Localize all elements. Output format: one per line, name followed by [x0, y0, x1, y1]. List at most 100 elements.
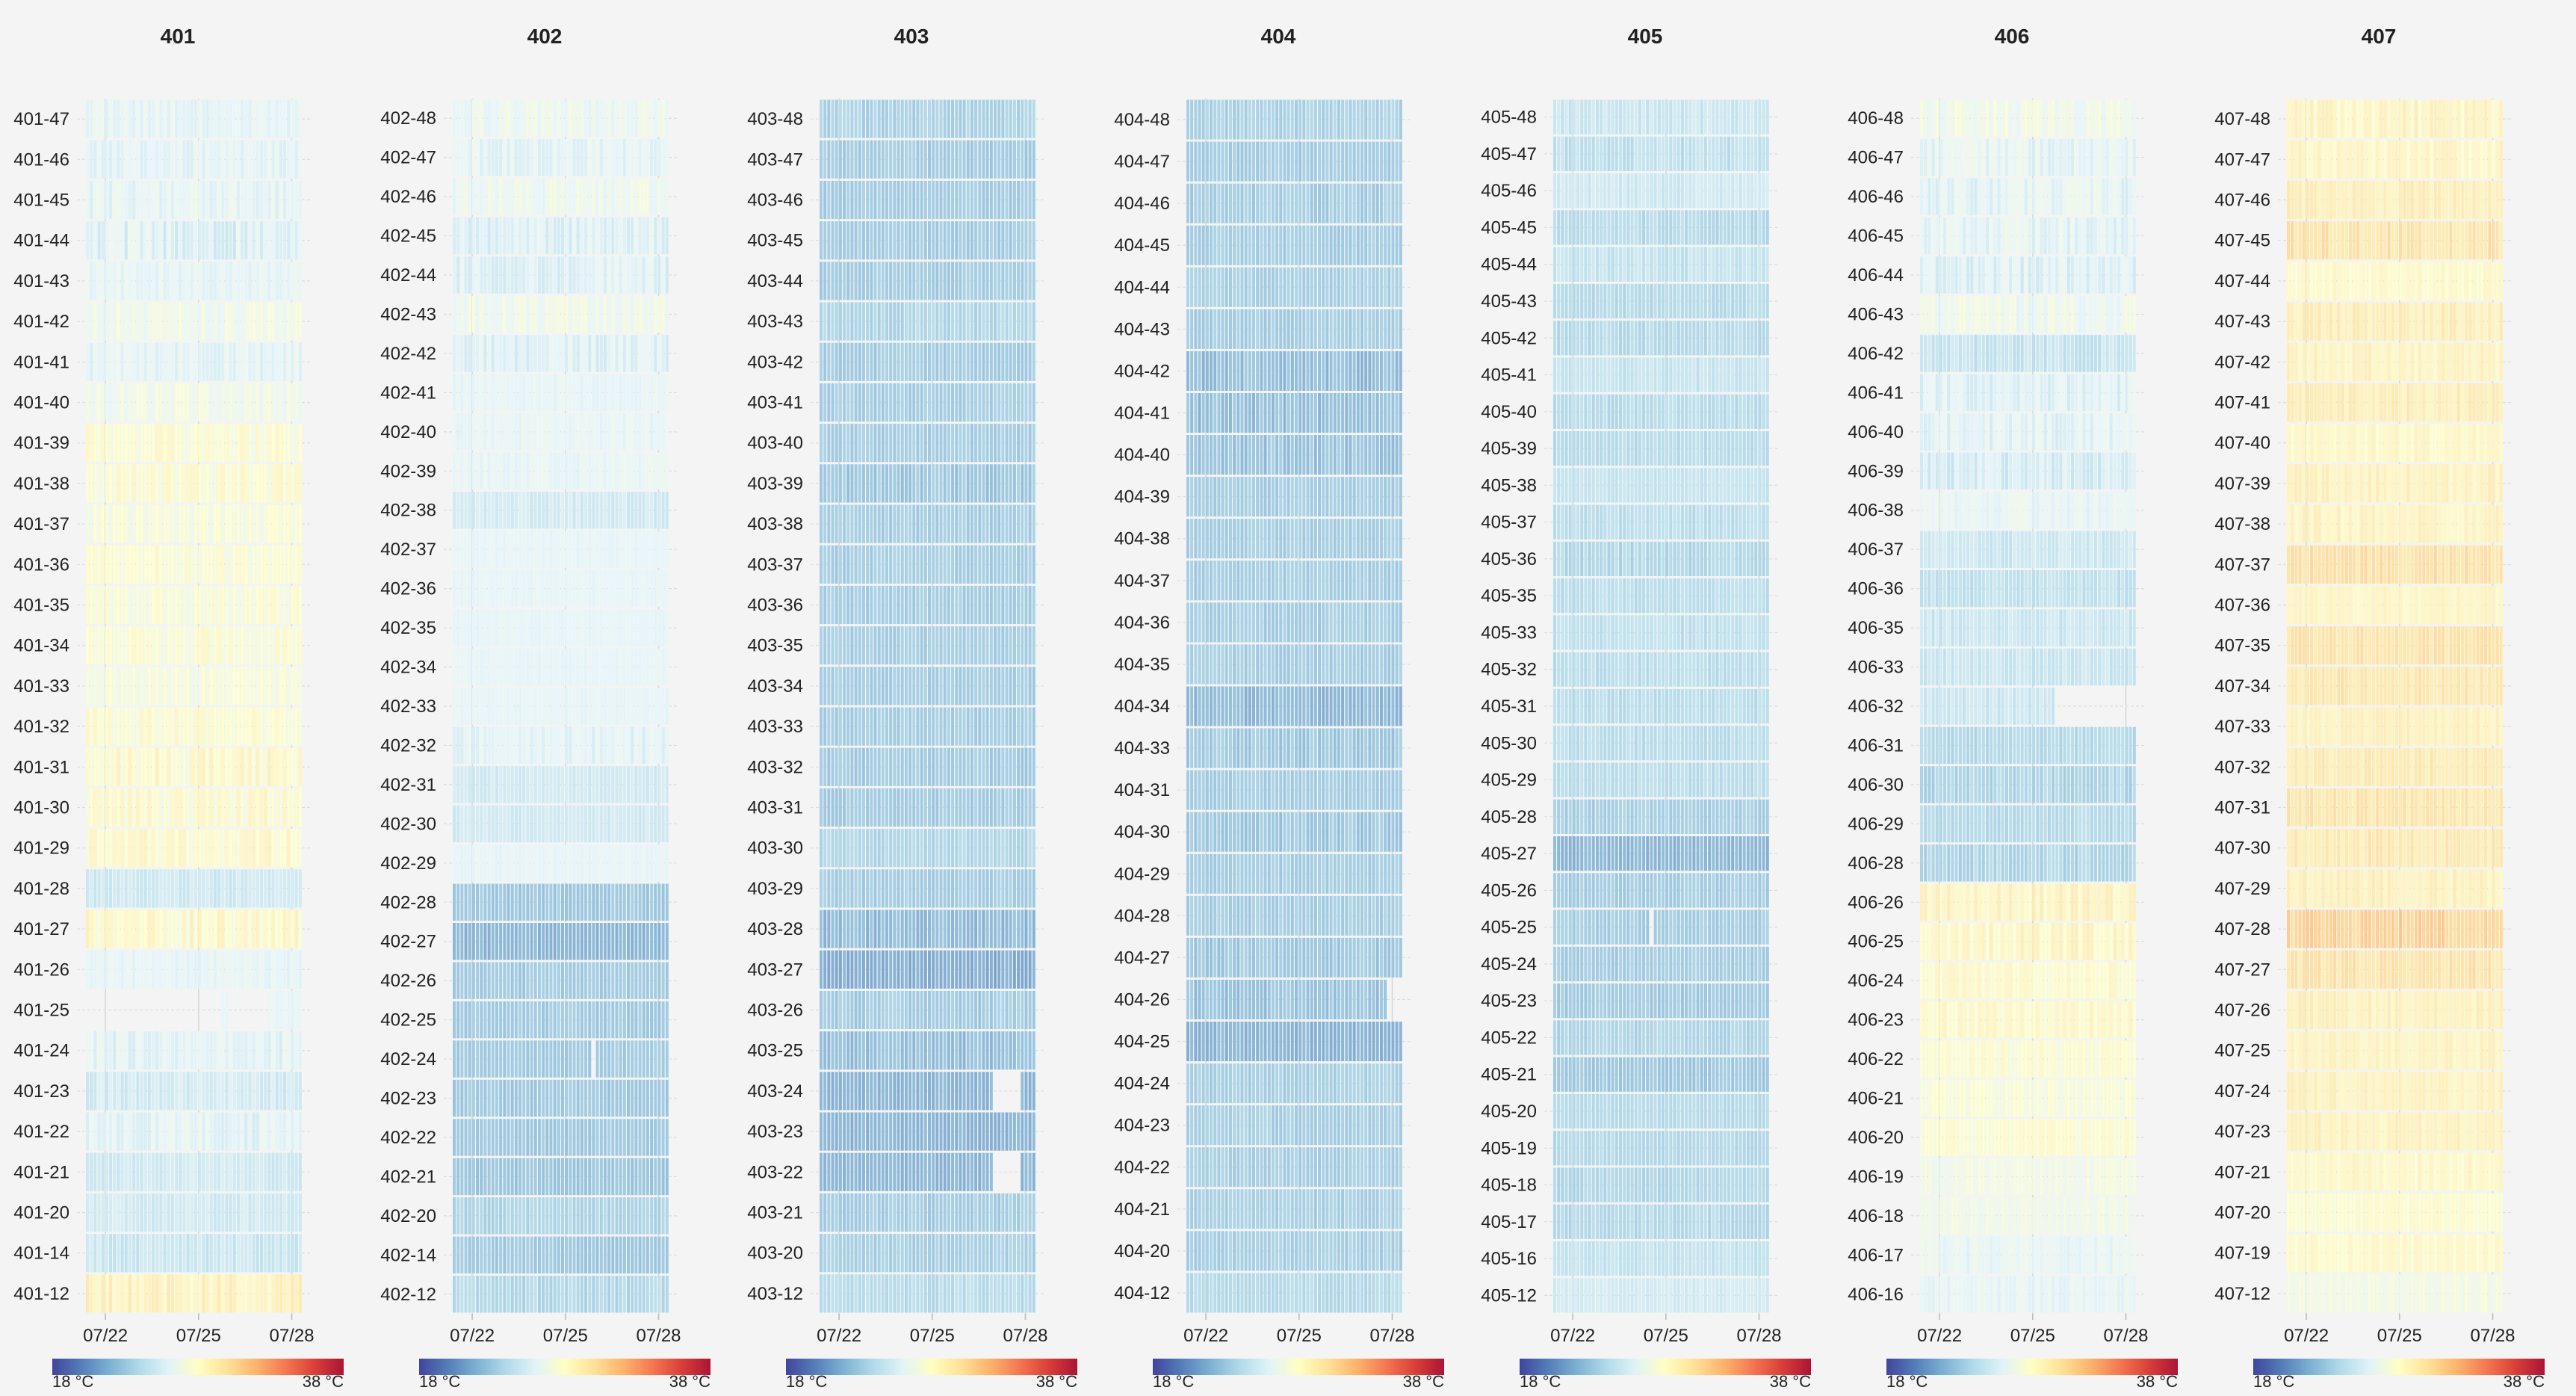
- heatmap-cell: [599, 844, 603, 882]
- heatmap-cell: [537, 805, 541, 843]
- heatmap-cell: [947, 950, 950, 989]
- heatmap-cell: [198, 180, 202, 220]
- heatmap-cell: [229, 626, 232, 665]
- heatmap-cell: [576, 295, 580, 333]
- heatmap-cell: [120, 99, 124, 138]
- heatmap-cell: [549, 766, 553, 803]
- heatmap-cell: [464, 1119, 468, 1156]
- heatmap-cell: [101, 1234, 105, 1273]
- heatmap-cell: [514, 726, 518, 765]
- heatmap-cell: [627, 569, 631, 608]
- heatmap-cell: [920, 990, 923, 1030]
- heatmap-cell: [128, 667, 131, 705]
- heatmap-cell: [545, 1236, 549, 1274]
- heatmap-cell: [205, 1152, 209, 1191]
- heatmap-cell: [553, 1236, 557, 1274]
- heatmap-cell: [190, 829, 193, 868]
- heatmap-cell: [533, 1079, 537, 1117]
- heatmap-cell: [194, 1274, 197, 1313]
- heatmap-cell: [271, 1072, 275, 1111]
- heatmap-cell: [205, 180, 209, 220]
- heatmap-cell: [136, 180, 140, 220]
- heatmap-cell: [935, 1031, 939, 1070]
- heatmap-cell: [241, 788, 244, 827]
- heatmap-cell: [229, 504, 232, 543]
- heatmap-cell: [471, 1001, 475, 1039]
- heatmap-cell: [599, 99, 603, 137]
- heatmap-cell: [627, 295, 631, 333]
- heatmap-cell: [893, 626, 897, 665]
- heatmap-cell: [464, 1276, 468, 1313]
- heatmap-cell: [205, 342, 209, 381]
- heatmap-cell: [916, 667, 920, 705]
- heatmap-cell: [483, 1040, 487, 1078]
- heatmap-cell: [1028, 302, 1032, 341]
- heatmap-cell: [90, 626, 93, 665]
- heatmap-cell: [843, 302, 846, 341]
- row-label: 403-36: [747, 596, 803, 616]
- heatmap-cell: [499, 609, 503, 646]
- heatmap-cell: [959, 909, 962, 948]
- heatmap-cell: [912, 909, 916, 948]
- heatmap-cell: [175, 221, 179, 260]
- heatmap-cell: [522, 962, 526, 999]
- heatmap-cell: [468, 1276, 471, 1313]
- heatmap-cell: [464, 883, 468, 921]
- heatmap-cell: [468, 922, 471, 960]
- heatmap-cell: [572, 492, 576, 529]
- heatmap-cell: [456, 413, 460, 451]
- row-label: 401-32: [13, 717, 69, 737]
- heatmap-cell: [202, 747, 205, 786]
- heatmap-cell: [970, 869, 973, 908]
- heatmap-cell: [236, 1112, 240, 1151]
- heatmap-cell: [244, 464, 248, 503]
- heatmap-cell: [252, 1234, 256, 1273]
- heatmap-cell: [487, 922, 491, 960]
- heatmap-cell: [275, 747, 279, 786]
- heatmap-cell: [471, 335, 475, 372]
- heatmap-cell: [456, 1276, 460, 1313]
- heatmap-cell: [194, 869, 197, 908]
- row-label: 403-43: [747, 312, 803, 332]
- x-tick-label: 07/25: [543, 1326, 588, 1346]
- heatmap-cell: [858, 383, 861, 422]
- heatmap-cell: [487, 413, 491, 451]
- heatmap-cell: [170, 869, 174, 908]
- heatmap-cell: [595, 688, 599, 725]
- heatmap-cell: [507, 1119, 510, 1156]
- heatmap-cell: [232, 464, 236, 503]
- heatmap-cell: [1028, 707, 1032, 746]
- heatmap-cell: [213, 585, 217, 625]
- heatmap-cell: [503, 138, 507, 176]
- heatmap-cell: [947, 262, 950, 300]
- heatmap-cell: [611, 883, 615, 921]
- heatmap-cell: [152, 1072, 155, 1111]
- heatmap-cell: [291, 667, 294, 705]
- heatmap-cell: [487, 883, 491, 921]
- heatmap-cell: [642, 883, 645, 921]
- heatmap-cell: [522, 256, 526, 294]
- heatmap-cell: [1009, 585, 1012, 625]
- heatmap-cell: [947, 342, 950, 381]
- heatmap-cell: [124, 545, 128, 584]
- heatmap-cell: [260, 1112, 264, 1151]
- heatmap-cell: [124, 383, 128, 422]
- heatmap-cell: [873, 383, 877, 422]
- heatmap-cell: [476, 1236, 480, 1274]
- heatmap-cell: [823, 140, 827, 179]
- heatmap-cell: [1032, 990, 1035, 1030]
- heatmap-cell: [155, 180, 159, 220]
- heatmap-cell: [665, 766, 669, 803]
- heatmap-cell: [244, 140, 248, 179]
- heatmap-cell: [128, 829, 131, 868]
- heatmap-cell: [889, 545, 893, 584]
- heatmap-row: 401-30: [13, 788, 312, 827]
- heatmap-cell: [499, 726, 503, 765]
- heatmap-cell: [283, 788, 287, 827]
- heatmap-cell: [155, 504, 159, 543]
- heatmap-cell: [1009, 909, 1012, 948]
- heatmap-cell: [553, 883, 557, 921]
- heatmap-cell: [225, 1193, 229, 1232]
- heatmap-cell: [843, 180, 846, 220]
- heatmap-cell: [480, 844, 483, 882]
